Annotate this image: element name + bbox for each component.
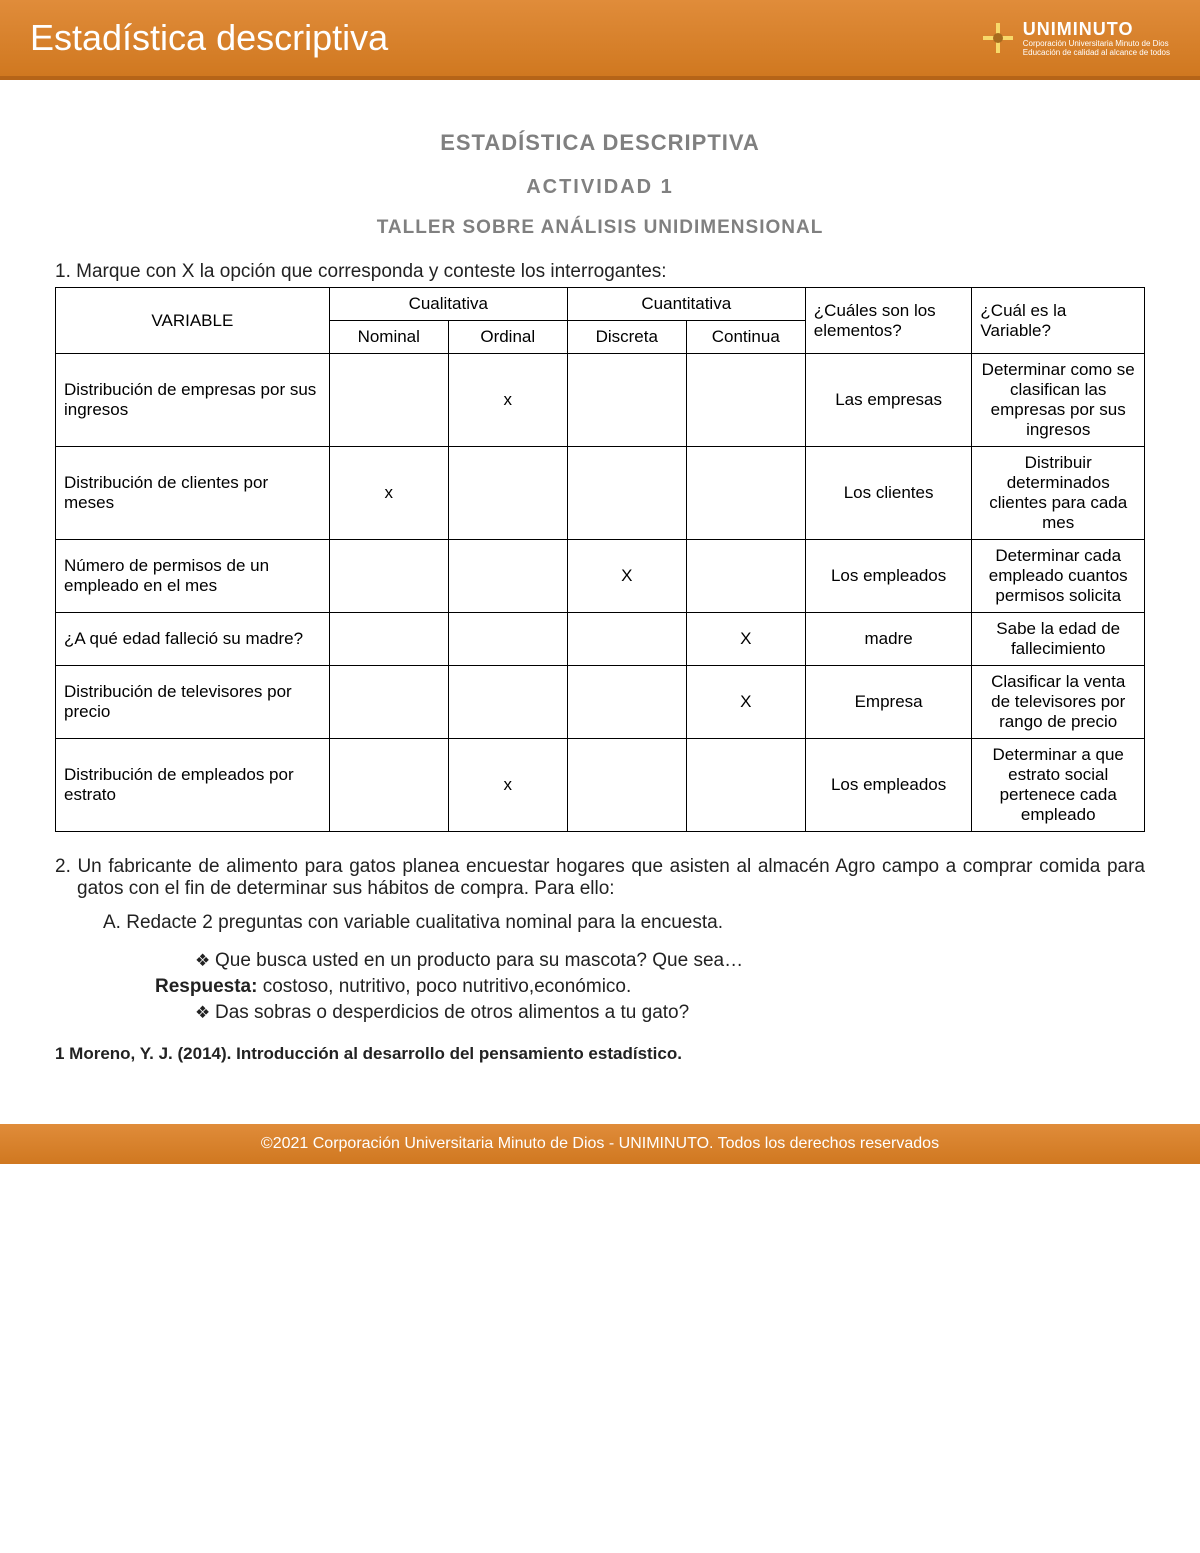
th-variable: VARIABLE [56,288,330,354]
cell-nominal [329,739,448,832]
bullet-2: ❖ Das sobras o desperdicios de otros ali… [55,1002,1145,1024]
cell-discreta [567,613,686,666]
table-row: Distribución de clientes por mesesx Los c… [56,447,1145,540]
cell-variable-desc: Determinar cada empleado cuantos permiso… [972,540,1145,613]
cell-continua [686,354,805,447]
brand-name: UNIMINUTO [1023,19,1170,40]
cell-discreta [567,354,686,447]
cell-variable: Distribución de empleados por estrato [56,739,330,832]
diamond-bullet-icon: ❖ [195,1003,215,1022]
bullet-1-text: Que busca usted en un producto para su m… [215,950,743,971]
th-continua: Continua [686,321,805,354]
footer-text: ©2021 Corporación Universitaria Minuto d… [261,1135,939,1153]
variables-table: VARIABLE Cualitativa Cuantitativa ¿Cuále… [55,287,1145,832]
th-ordinal: Ordinal [448,321,567,354]
brand-logo: UNIMINUTO Corporación Universitaria Minu… [981,19,1170,58]
cell-elementos: madre [805,613,972,666]
table-row: Número de permisos de un empleado en el … [56,540,1145,613]
cell-variable-desc: Clasificar la venta de televisores por r… [972,666,1145,739]
th-variable-q: ¿Cuál es la Variable? [972,288,1145,354]
table-row: ¿A qué edad falleció su madre? XmadreSabe… [56,613,1145,666]
cell-discreta [567,739,686,832]
page-footer: ©2021 Corporación Universitaria Minuto d… [0,1124,1200,1164]
question-2a-text: A. Redacte 2 preguntas con variable cual… [55,912,1145,934]
cell-variable: Distribución de clientes por meses [56,447,330,540]
header-title: Estadística descriptiva [30,17,388,59]
cell-variable-desc: Distribuir determinados clientes para ca… [972,447,1145,540]
reference-text: 1 Moreno, Y. J. (2014). Introducción al … [55,1044,1145,1064]
table-body: Distribución de empresas por sus ingreso… [56,354,1145,832]
cell-nominal [329,666,448,739]
cell-ordinal: x [448,354,567,447]
cell-continua: X [686,613,805,666]
doc-subtitle2: TALLER SOBRE ANÁLISIS UNIDIMENSIONAL [55,217,1145,239]
brand-sub2: Educación de calidad al alcance de todos [1023,49,1170,58]
doc-subtitle1: ACTIVIDAD 1 [55,176,1145,199]
th-cualitativa: Cualitativa [329,288,567,321]
cell-ordinal [448,666,567,739]
cell-variable: Número de permisos de un empleado en el … [56,540,330,613]
cell-elementos: Las empresas [805,354,972,447]
table-row: Distribución de televisores por precio XE… [56,666,1145,739]
uniminuto-logo-icon [981,21,1015,55]
cell-continua [686,447,805,540]
brand-text-block: UNIMINUTO Corporación Universitaria Minu… [1023,19,1170,58]
cell-variable-desc: Determinar como se clasifican las empres… [972,354,1145,447]
th-elementos: ¿Cuáles son los elementos? [805,288,972,354]
question-2-text: 2. Un fabricante de alimento para gatos … [55,856,1145,900]
response-label: Respuesta: [155,976,257,997]
table-row: Distribución de empresas por sus ingreso… [56,354,1145,447]
cell-continua [686,540,805,613]
cell-discreta [567,447,686,540]
cell-ordinal: x [448,739,567,832]
cell-nominal: x [329,447,448,540]
cell-nominal [329,540,448,613]
cell-elementos: Los empleados [805,739,972,832]
cell-elementos: Empresa [805,666,972,739]
bullet-2-text: Das sobras o desperdicios de otros alime… [215,1002,689,1023]
cell-ordinal [448,447,567,540]
cell-elementos: Los empleados [805,540,972,613]
cell-nominal [329,613,448,666]
cell-continua [686,739,805,832]
cell-continua: X [686,666,805,739]
response-line: Respuesta: costoso, nutritivo, poco nutr… [55,976,1145,998]
bullet-1: ❖ Que busca usted en un producto para su… [55,950,1145,972]
cell-variable: Distribución de empresas por sus ingreso… [56,354,330,447]
diamond-bullet-icon: ❖ [195,951,215,970]
th-discreta: Discreta [567,321,686,354]
cell-ordinal [448,540,567,613]
content-area: ESTADÍSTICA DESCRIPTIVA ACTIVIDAD 1 TALL… [0,80,1200,1084]
cell-variable-desc: Sabe la edad de fallecimiento [972,613,1145,666]
cell-variable: ¿A qué edad falleció su madre? [56,613,330,666]
cell-ordinal [448,613,567,666]
cell-variable-desc: Determinar a que estrato social pertenec… [972,739,1145,832]
cell-discreta [567,666,686,739]
cell-nominal [329,354,448,447]
doc-title: ESTADÍSTICA DESCRIPTIVA [55,130,1145,156]
page-header: Estadística descriptiva UNIMINUTO Corpor… [0,0,1200,80]
table-row: Distribución de empleados por estrato x Lo… [56,739,1145,832]
cell-variable: Distribución de televisores por precio [56,666,330,739]
th-nominal: Nominal [329,321,448,354]
response-text: costoso, nutritivo, poco nutritivo,econó… [257,976,631,997]
th-cuantitativa: Cuantitativa [567,288,805,321]
cell-discreta: X [567,540,686,613]
question-1-text: 1. Marque con X la opción que correspond… [55,261,1145,283]
cell-elementos: Los clientes [805,447,972,540]
